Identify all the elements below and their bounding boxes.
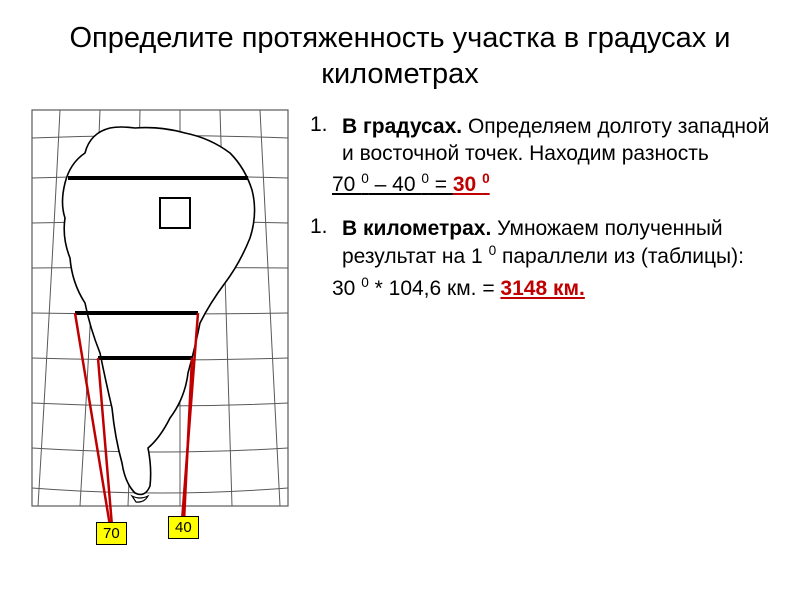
label-west-longitude: 70 bbox=[96, 522, 127, 545]
item1-text: В градусах. Определяем долготу западной … bbox=[342, 113, 770, 168]
list-number-2: 1. bbox=[310, 215, 328, 239]
calc-kilometers: 30 0 * 104,6 км. = 3148 км. bbox=[332, 275, 770, 301]
south-america-map bbox=[30, 108, 290, 538]
map-column: 70 40 bbox=[30, 108, 290, 543]
calc2-result: 3148 км. bbox=[500, 277, 584, 300]
calc1-expr: 70 0 – 40 0 = bbox=[332, 173, 453, 196]
content-row: 70 40 1. В градусах. Определяем долготу … bbox=[30, 108, 770, 543]
calc-degrees: 70 0 – 40 0 = 30 0 bbox=[332, 171, 770, 197]
slide-title: Определите протяженность участка в граду… bbox=[30, 20, 770, 93]
slide: Определите протяженность участка в граду… bbox=[0, 0, 800, 600]
item2-text: В километрах. Умножаем полученный резуль… bbox=[342, 215, 770, 271]
item-degrees: 1. В градусах. Определяем долготу западн… bbox=[310, 113, 770, 198]
item2-heading: В километрах. bbox=[342, 217, 491, 240]
list-number-1: 1. bbox=[310, 113, 328, 137]
text-column: 1. В градусах. Определяем долготу западн… bbox=[310, 108, 770, 543]
label-east-longitude: 40 bbox=[168, 516, 199, 539]
item-kilometers: 1. В километрах. Умножаем полученный рез… bbox=[310, 215, 770, 301]
calc1-result: 30 0 bbox=[453, 173, 490, 196]
item1-heading: В градусах. bbox=[342, 115, 462, 138]
item2-body-b: параллели из (таблицы): bbox=[502, 245, 744, 268]
calc2-expr: 30 0 * 104,6 км. = bbox=[332, 277, 500, 300]
